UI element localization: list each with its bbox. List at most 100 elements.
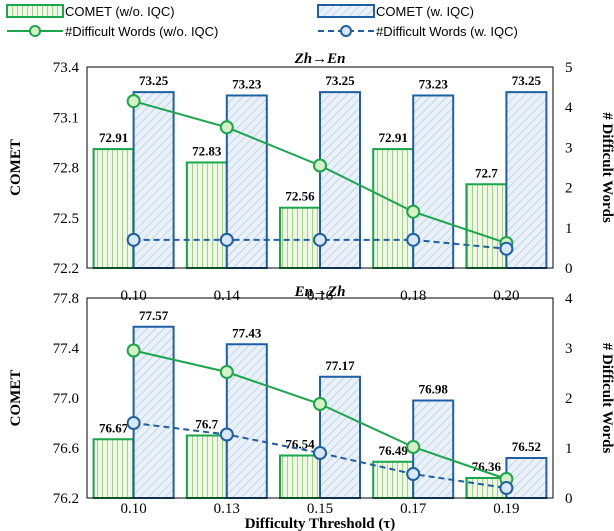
bar-comet-wo	[185, 161, 228, 270]
bar-value-label: 72.7	[475, 165, 498, 180]
point-words-w	[126, 416, 141, 430]
point-words-wo	[313, 158, 327, 173]
point-words-wo	[126, 343, 141, 358]
point-words-wo	[219, 120, 234, 135]
legend-item-words-wo: #Difficult Words (w/o. IQC)	[7, 24, 218, 39]
bar-value-label: 76.67	[99, 420, 129, 435]
legend-item-words-w: #Difficult Words (w. IQC)	[318, 24, 518, 39]
y2-tick-label: 0	[565, 261, 573, 277]
y2-tick-label: 4	[565, 100, 573, 116]
y2-tick-label: 0	[565, 491, 573, 507]
point-words-w	[313, 446, 327, 460]
x-tick-label: 0.10	[120, 288, 146, 304]
bar-value-label: 72.56	[285, 189, 315, 204]
x-tick-label: 0.16	[307, 288, 334, 304]
legend-item-comet-w: COMET (w. IQC)	[317, 4, 474, 19]
x-axis-label: Difficulty Threshold (τ)	[245, 516, 396, 531]
y-tick-label: 73.1	[53, 110, 79, 126]
bar-comet-w	[225, 343, 268, 499]
point-words-w	[406, 467, 421, 481]
point-words-wo	[313, 397, 327, 411]
y-tick-label: 77.4	[53, 341, 80, 357]
bar-value-label: 77.57	[139, 308, 169, 323]
point-words-w	[406, 232, 421, 247]
x-tick-label: 0.19	[493, 501, 519, 517]
bar-value-label: 76.52	[512, 439, 541, 454]
plot-frame	[86, 297, 554, 499]
y-axis-label: COMET	[8, 370, 24, 427]
bar-value-label: 72.91	[379, 130, 408, 145]
legend-label-comet-w: COMET (w. IQC)	[376, 4, 474, 19]
point-words-wo	[126, 94, 141, 109]
point-words-w	[126, 232, 141, 247]
legend-item-comet-wo: COMET (w/o. IQC)	[6, 4, 175, 19]
y-axis-label: COMET	[8, 139, 24, 196]
x-tick-label: 0.20	[493, 288, 519, 304]
bar-comet-wo	[372, 460, 415, 499]
bar-comet-w	[319, 375, 361, 499]
chart-title: En→Zh	[294, 284, 346, 300]
bar-value-label: 72.83	[192, 143, 222, 158]
y-tick-label: 72.5	[53, 211, 79, 227]
line-words-w	[133, 238, 507, 250]
bar-value-label: 77.43	[232, 325, 262, 340]
point-words-wo	[406, 204, 421, 219]
bar-comet-wo	[185, 434, 228, 499]
bar-comet-w	[319, 91, 361, 269]
y2-tick-label: 5	[565, 60, 573, 76]
legend-marker-words-w	[340, 25, 352, 37]
chart-title: Zh→En	[294, 51, 346, 67]
line-words-w	[133, 422, 507, 489]
y-tick-label: 72.8	[53, 161, 79, 177]
bar-value-label: 73.25	[325, 73, 355, 88]
x-tick-label: 0.18	[400, 288, 426, 304]
y2-tick-label: 2	[565, 181, 573, 197]
y-tick-label: 76.6	[53, 441, 80, 457]
y-tick-label: 72.2	[53, 261, 79, 277]
legend-swatch-comet-w	[317, 4, 375, 18]
y2-tick-label: 3	[565, 140, 573, 156]
x-tick-label: 0.17	[400, 501, 427, 517]
legend-label-comet-wo: COMET (w/o. IQC)	[65, 4, 175, 19]
point-words-w	[219, 427, 234, 442]
y2-tick-label: 1	[565, 441, 573, 457]
x-tick-label: 0.13	[214, 501, 240, 517]
legend-label-words-w: #Difficult Words (w. IQC)	[376, 24, 518, 39]
y2-tick-label: 1	[565, 221, 573, 237]
y-tick-label: 77.0	[53, 391, 79, 407]
y2-tick-label: 2	[565, 391, 573, 407]
bar-comet-w	[505, 91, 548, 269]
bar-value-label: 76.7	[195, 417, 218, 432]
point-words-wo	[219, 365, 234, 379]
y-tick-label: 76.2	[53, 491, 79, 507]
bar-value-label: 72.91	[99, 130, 128, 145]
legend-label-words-wo: #Difficult Words (w/o. IQC)	[65, 24, 218, 39]
plot-frame	[86, 66, 554, 269]
y-tick-label: 73.4	[53, 60, 80, 76]
bar-comet-wo	[92, 148, 135, 269]
bar-comet-wo	[279, 454, 321, 499]
legend-marker-words-wo	[29, 25, 41, 37]
legend: COMET (w/o. IQC) COMET (w. IQC) #Difficu…	[6, 4, 518, 39]
legend-swatch-comet-wo	[6, 4, 64, 18]
point-words-w	[219, 232, 234, 247]
point-words-w	[499, 481, 514, 495]
bar-value-label: 76.54	[285, 437, 315, 452]
y2-axis-label: # Difficult Words	[599, 343, 614, 454]
y-tick-label: 77.8	[53, 291, 79, 307]
bar-value-label: 73.25	[139, 73, 169, 88]
bar-value-label: 73.23	[232, 76, 262, 91]
bar-value-label: 77.17	[325, 358, 355, 373]
bar-value-label: 76.49	[379, 443, 409, 458]
point-words-w	[499, 241, 514, 256]
y2-tick-label: 4	[565, 291, 573, 307]
bar-value-label: 73.23	[419, 76, 449, 91]
x-tick-label: 0.15	[307, 501, 333, 517]
chart-en-zh: 76.67 76.776.54 76.4976.3677.5777.4377.177…	[8, 284, 614, 531]
point-words-wo	[406, 440, 421, 454]
bar-value-label: 76.98	[419, 382, 449, 397]
y2-tick-label: 3	[565, 341, 573, 357]
point-words-w	[313, 232, 327, 247]
